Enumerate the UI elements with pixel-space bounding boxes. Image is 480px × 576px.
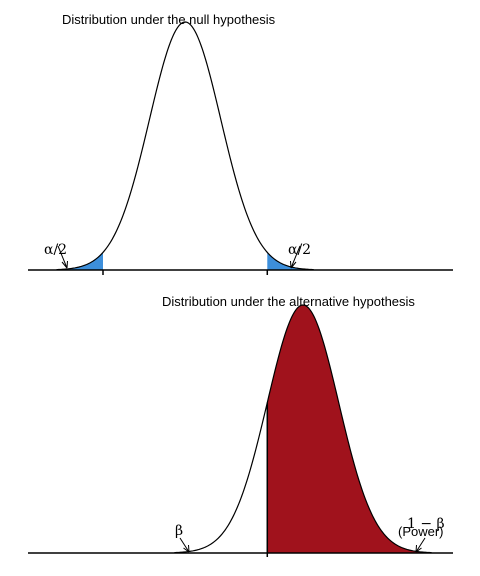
alt-density-curve	[174, 304, 432, 554]
null-left-tail-region	[56, 252, 103, 270]
null-density-curve	[56, 21, 314, 271]
alternative-distribution-panel: Distribution under the alternative hypot…	[28, 294, 453, 557]
power-region	[267, 305, 432, 553]
null-distribution-panel: Distribution under the null hypothesis α…	[28, 12, 453, 275]
null-right-tail-region	[267, 252, 314, 270]
alpha-half-label-left: α/2	[44, 242, 67, 258]
one-minus-beta-label: 1 − β	[407, 516, 445, 532]
alpha-half-label-right: α/2	[288, 242, 311, 258]
alpha-half-arrow-left	[57, 245, 68, 269]
alt-panel-title: Distribution under the alternative hypot…	[162, 294, 415, 309]
null-panel-title: Distribution under the null hypothesis	[62, 12, 276, 27]
power-arrow	[415, 537, 426, 553]
power-label: (Power)	[398, 524, 444, 539]
power-arrowhead	[415, 544, 422, 553]
beta-label: β	[175, 523, 183, 539]
beta-arrow	[179, 537, 190, 553]
alpha-half-arrow-right	[290, 245, 301, 269]
alpha-half-arrowhead-right	[290, 260, 297, 269]
beta-arrowhead	[183, 544, 190, 553]
alpha-half-arrowhead-left	[61, 260, 68, 269]
